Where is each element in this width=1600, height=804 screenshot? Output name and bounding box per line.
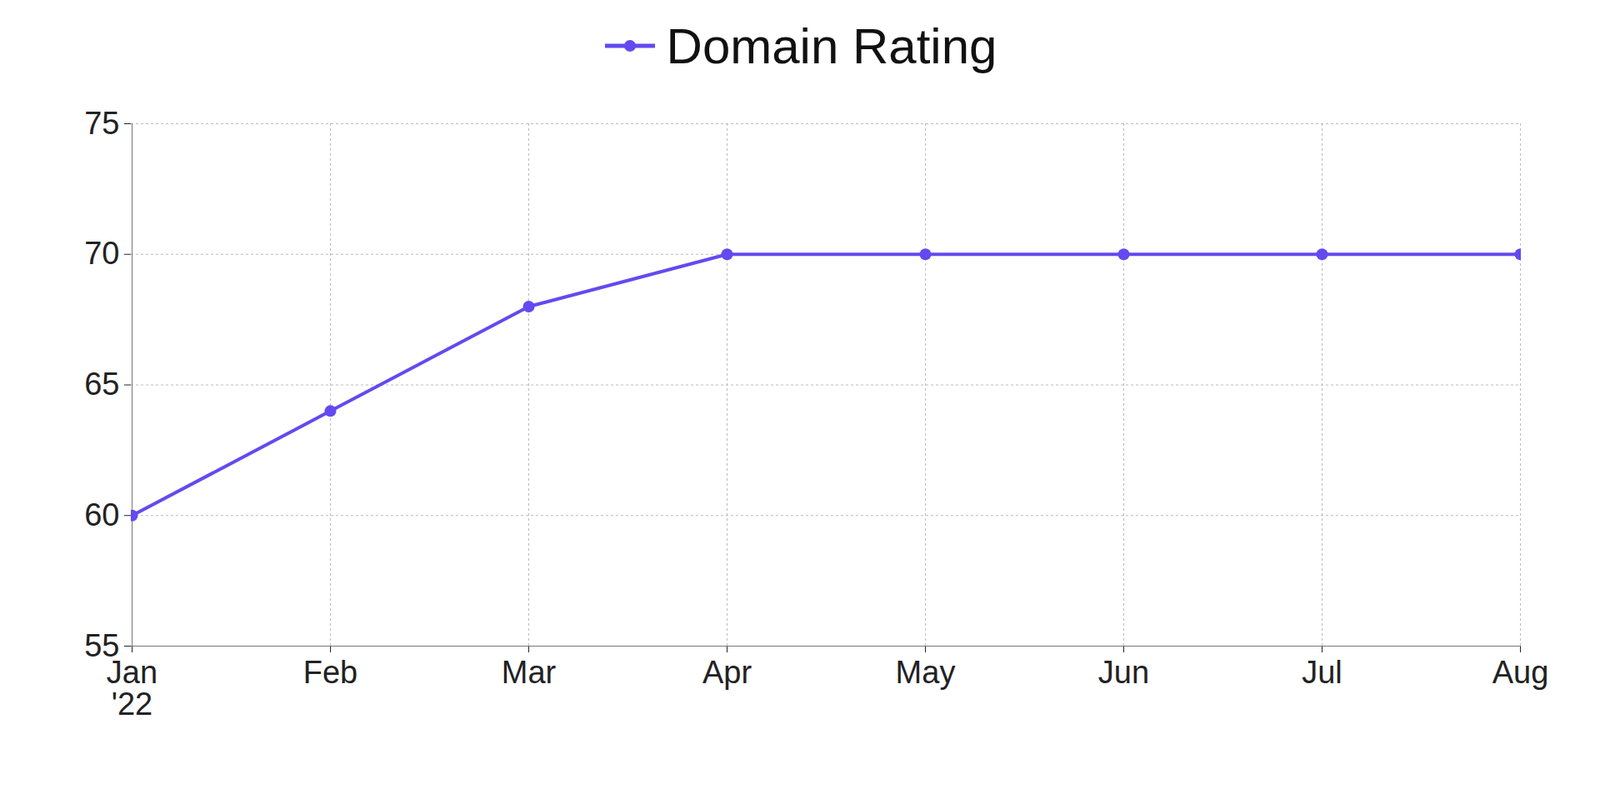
svg-text:Jul: Jul bbox=[1301, 655, 1343, 690]
svg-text:70: 70 bbox=[84, 235, 120, 271]
svg-text:Aug: Aug bbox=[1492, 655, 1550, 690]
svg-text:Mar: Mar bbox=[501, 655, 557, 690]
svg-text:55: 55 bbox=[84, 628, 120, 664]
html-text:Domain Rating: Domain Rating bbox=[666, 17, 997, 74]
svg-text:May: May bbox=[895, 655, 956, 690]
svg-text:75: 75 bbox=[84, 105, 120, 141]
svg-text:Feb: Feb bbox=[303, 655, 358, 690]
svg-text:Apr: Apr bbox=[702, 655, 752, 690]
svg-text:60: 60 bbox=[84, 497, 120, 533]
svg-text:Jun: Jun bbox=[1098, 655, 1150, 690]
svg-text:Jan'22: Jan'22 bbox=[106, 655, 158, 722]
svg-text:65: 65 bbox=[84, 366, 120, 402]
